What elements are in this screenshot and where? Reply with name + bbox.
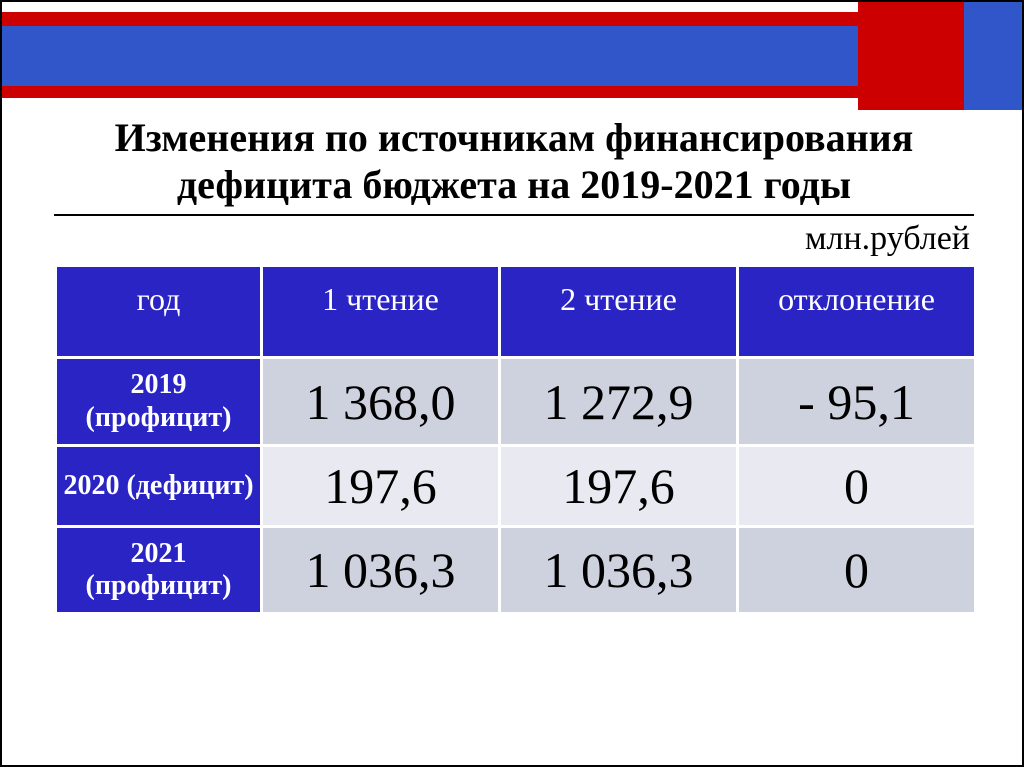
- row-value: 1 272,9: [500, 358, 738, 445]
- decor-square-blue: [964, 2, 1022, 110]
- row-value: 0: [738, 445, 976, 526]
- table-row: 2020 (дефицит) 197,6 197,6 0: [56, 445, 976, 526]
- row-value: - 95,1: [738, 358, 976, 445]
- row-value: 1 368,0: [262, 358, 500, 445]
- col-header-year: год: [56, 266, 262, 358]
- row-value: 197,6: [262, 445, 500, 526]
- slide-frame: Изменения по источникам финансирования д…: [0, 0, 1024, 767]
- title-underline: [54, 214, 974, 216]
- row-value: 197,6: [500, 445, 738, 526]
- col-header-reading1: 1 чтение: [262, 266, 500, 358]
- unit-label: млн.рублей: [54, 220, 974, 258]
- row-label: 2020 (дефицит): [56, 445, 262, 526]
- row-value: 1 036,3: [262, 526, 500, 613]
- content-area: Изменения по источникам финансирования д…: [54, 114, 974, 615]
- budget-table: год 1 чтение 2 чтение отклонение 2019 (п…: [54, 264, 977, 615]
- row-label: 2021 (профицит): [56, 526, 262, 613]
- row-label: 2019 (профицит): [56, 358, 262, 445]
- table-header-row: год 1 чтение 2 чтение отклонение: [56, 266, 976, 358]
- col-header-reading2: 2 чтение: [500, 266, 738, 358]
- col-header-deviation: отклонение: [738, 266, 976, 358]
- decor-square-red: [858, 2, 966, 110]
- row-value: 1 036,3: [500, 526, 738, 613]
- table-row: 2021 (профицит) 1 036,3 1 036,3 0: [56, 526, 976, 613]
- row-value: 0: [738, 526, 976, 613]
- slide-title: Изменения по источникам финансирования д…: [54, 114, 974, 208]
- table-row: 2019 (профицит) 1 368,0 1 272,9 - 95,1: [56, 358, 976, 445]
